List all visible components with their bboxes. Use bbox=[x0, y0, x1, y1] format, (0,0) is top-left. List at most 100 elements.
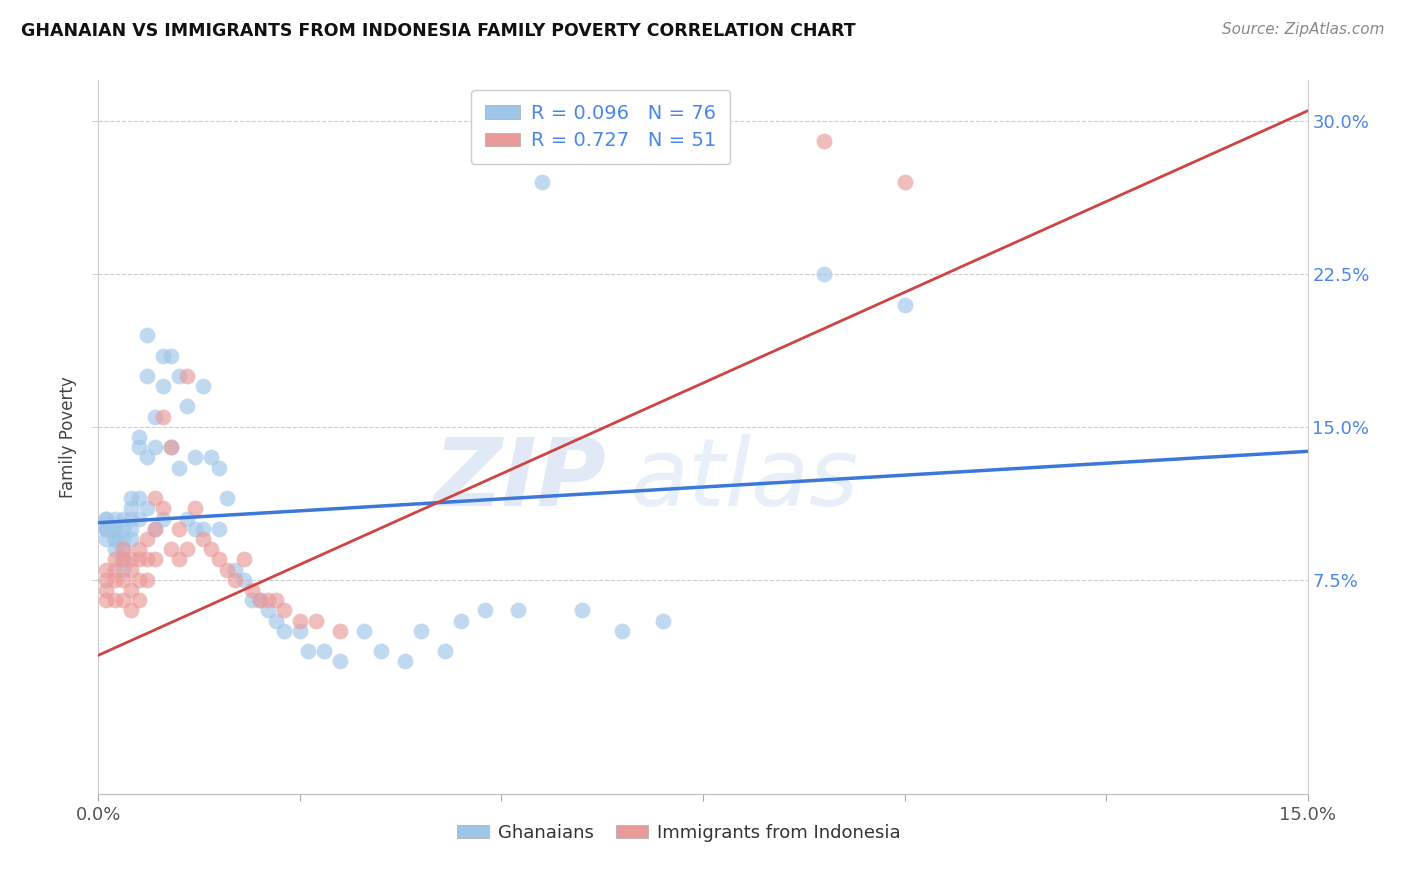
Point bbox=[249, 593, 271, 607]
Point bbox=[314, 644, 336, 658]
Point bbox=[128, 430, 150, 444]
Point bbox=[135, 552, 157, 566]
Point bbox=[160, 542, 183, 557]
Point bbox=[506, 603, 529, 617]
Point bbox=[176, 542, 198, 557]
Point bbox=[167, 552, 190, 566]
Point bbox=[96, 522, 118, 536]
Point bbox=[120, 501, 142, 516]
Point bbox=[96, 593, 118, 607]
Point bbox=[96, 511, 118, 525]
Point bbox=[184, 501, 207, 516]
Point bbox=[103, 532, 125, 546]
Point bbox=[329, 654, 352, 668]
Point bbox=[208, 522, 231, 536]
Point bbox=[571, 603, 593, 617]
Point bbox=[176, 400, 198, 414]
Point bbox=[273, 624, 295, 638]
Point bbox=[128, 511, 150, 525]
Point bbox=[111, 542, 134, 557]
Point bbox=[160, 440, 183, 454]
Point bbox=[111, 542, 134, 557]
Y-axis label: Family Poverty: Family Poverty bbox=[59, 376, 77, 498]
Point bbox=[434, 644, 457, 658]
Point bbox=[96, 522, 118, 536]
Point bbox=[264, 593, 287, 607]
Point bbox=[143, 409, 166, 424]
Text: Source: ZipAtlas.com: Source: ZipAtlas.com bbox=[1222, 22, 1385, 37]
Point bbox=[474, 603, 496, 617]
Point bbox=[103, 511, 125, 525]
Point bbox=[120, 511, 142, 525]
Point bbox=[135, 532, 157, 546]
Point bbox=[370, 644, 392, 658]
Point bbox=[143, 552, 166, 566]
Point bbox=[96, 573, 118, 587]
Point bbox=[96, 563, 118, 577]
Point bbox=[111, 522, 134, 536]
Point bbox=[120, 552, 142, 566]
Point bbox=[96, 522, 118, 536]
Point bbox=[111, 532, 134, 546]
Point bbox=[128, 440, 150, 454]
Point bbox=[103, 573, 125, 587]
Point bbox=[111, 573, 134, 587]
Point bbox=[111, 593, 134, 607]
Point bbox=[232, 552, 254, 566]
Point bbox=[96, 511, 118, 525]
Point bbox=[256, 603, 278, 617]
Point bbox=[120, 603, 142, 617]
Point bbox=[120, 532, 142, 546]
Point bbox=[176, 368, 198, 383]
Point bbox=[103, 593, 125, 607]
Point bbox=[224, 563, 246, 577]
Point bbox=[135, 501, 157, 516]
Point bbox=[111, 552, 134, 566]
Point bbox=[200, 450, 222, 465]
Point bbox=[128, 542, 150, 557]
Point bbox=[297, 644, 319, 658]
Legend: R = 0.096   N = 76, R = 0.727   N = 51: R = 0.096 N = 76, R = 0.727 N = 51 bbox=[471, 90, 730, 164]
Point bbox=[103, 532, 125, 546]
Text: ZIP: ZIP bbox=[433, 434, 606, 526]
Point bbox=[152, 379, 174, 393]
Point bbox=[103, 542, 125, 557]
Point bbox=[143, 522, 166, 536]
Point bbox=[128, 552, 150, 566]
Point bbox=[893, 297, 915, 311]
Point bbox=[224, 573, 246, 587]
Point bbox=[128, 593, 150, 607]
Point bbox=[232, 573, 254, 587]
Point bbox=[217, 563, 239, 577]
Point bbox=[813, 267, 835, 281]
Point bbox=[103, 522, 125, 536]
Point bbox=[329, 624, 352, 638]
Point bbox=[128, 573, 150, 587]
Point bbox=[120, 582, 142, 597]
Point bbox=[167, 460, 190, 475]
Point bbox=[409, 624, 432, 638]
Point bbox=[135, 573, 157, 587]
Text: GHANAIAN VS IMMIGRANTS FROM INDONESIA FAMILY POVERTY CORRELATION CHART: GHANAIAN VS IMMIGRANTS FROM INDONESIA FA… bbox=[21, 22, 856, 40]
Point bbox=[530, 175, 553, 189]
Point bbox=[96, 582, 118, 597]
Point bbox=[152, 349, 174, 363]
Point bbox=[135, 450, 157, 465]
Point bbox=[184, 522, 207, 536]
Point bbox=[128, 491, 150, 506]
Point bbox=[208, 460, 231, 475]
Point bbox=[353, 624, 375, 638]
Point bbox=[256, 593, 278, 607]
Point bbox=[200, 542, 222, 557]
Point bbox=[240, 593, 263, 607]
Point bbox=[160, 440, 183, 454]
Point bbox=[135, 368, 157, 383]
Point bbox=[103, 563, 125, 577]
Point bbox=[249, 593, 271, 607]
Point bbox=[264, 614, 287, 628]
Point bbox=[240, 582, 263, 597]
Point bbox=[813, 135, 835, 149]
Point bbox=[111, 563, 134, 577]
Point bbox=[288, 624, 311, 638]
Point bbox=[394, 654, 416, 668]
